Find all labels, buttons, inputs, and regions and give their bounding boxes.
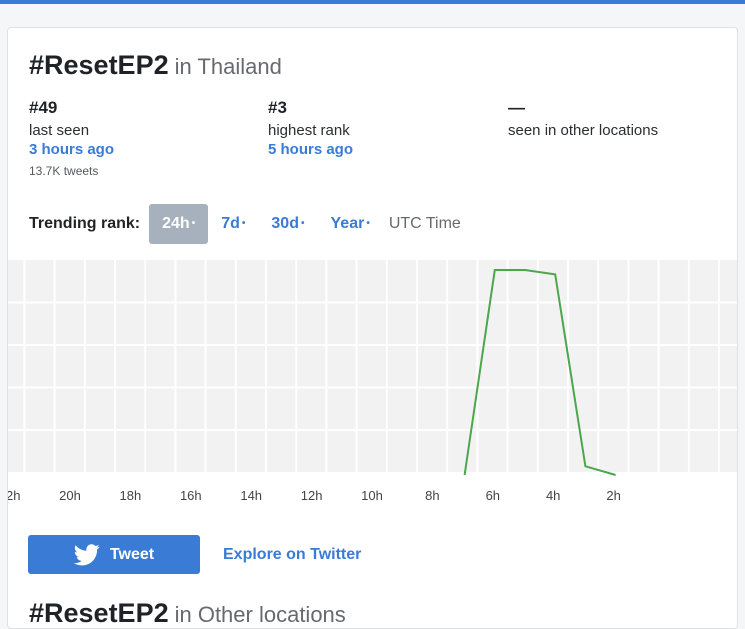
other-locations-value: — <box>508 98 525 117</box>
tweet-count: 13.7K tweets <box>29 164 99 178</box>
highest-rank-label: highest rank <box>268 122 350 139</box>
next-location-label: in Other locations <box>174 602 346 627</box>
trend-card: #ResetEP2 in Thailand #49 last seen 3 hou… <box>7 27 738 629</box>
chart-x-tick-label: 18h <box>120 488 142 503</box>
chart-x-tick-label: 10h <box>361 488 383 503</box>
trending-rank-label: Trending rank: <box>29 215 141 232</box>
last-seen-rank: #49 <box>29 98 58 117</box>
chart-x-tick-label: 4h <box>546 488 560 503</box>
chart-x-tick-label: 6h <box>486 488 500 503</box>
range-24h-button[interactable]: 24h • <box>149 204 209 244</box>
chart-x-tick-label: 8h <box>425 488 439 503</box>
chart-x-tick-label: 16h <box>180 488 202 503</box>
last-seen-time-link[interactable]: 3 hours ago <box>29 141 115 158</box>
hashtag-title: #ResetEP2 <box>29 50 169 80</box>
trending-rank-chart: 22h 20h 18h 16h 14h 12h 10h 8h 6h 4h 2h <box>8 260 737 503</box>
chart-x-tick-label: 14h <box>240 488 262 503</box>
location-label: in Thailand <box>174 54 282 79</box>
next-section-title: #ResetEP2 in Other locations <box>29 598 346 629</box>
next-hashtag-title: #ResetEP2 <box>29 598 169 628</box>
chart-plot-background <box>8 260 737 472</box>
trending-rank-controls: Trending rank: 24h • 7d • 30d • Year • UTC T… <box>29 204 461 244</box>
page-title: #ResetEP2 in Thailand <box>29 50 282 81</box>
last-seen-label: last seen <box>29 122 90 139</box>
stat-last-seen: #49 last seen 3 hours ago 13.7K tweets <box>29 98 114 178</box>
chart-x-tick-label: 20h <box>59 488 81 503</box>
chart-x-tick-label: 22h <box>8 488 20 503</box>
other-locations-label: seen in other locations <box>508 122 659 139</box>
top-accent-bar <box>0 0 745 4</box>
stat-other-locations: — seen in other locations <box>508 98 658 139</box>
action-row: Tweet Explore on Twitter <box>28 535 361 574</box>
highest-rank-time-link[interactable]: 5 hours ago <box>268 141 354 158</box>
chart-series-line <box>463 269 616 476</box>
explore-on-twitter-link[interactable]: Explore on Twitter <box>223 545 362 563</box>
tweet-button[interactable]: Tweet <box>28 535 200 574</box>
chart-x-tick-label: 2h <box>606 488 620 503</box>
range-year-button[interactable]: Year • <box>330 215 370 233</box>
chart-x-tick-label: 12h <box>301 488 323 503</box>
range-30d-button[interactable]: 30d • <box>271 215 305 233</box>
timezone-toggle[interactable]: UTC Time <box>388 215 461 232</box>
tweet-button-label: Tweet <box>109 545 155 563</box>
stat-highest-rank: #3 highest rank 5 hours ago <box>268 98 353 158</box>
highest-rank-value: #3 <box>268 98 287 117</box>
range-7d-button[interactable]: 7d • <box>221 215 246 233</box>
twitter-bird-icon <box>73 543 100 565</box>
